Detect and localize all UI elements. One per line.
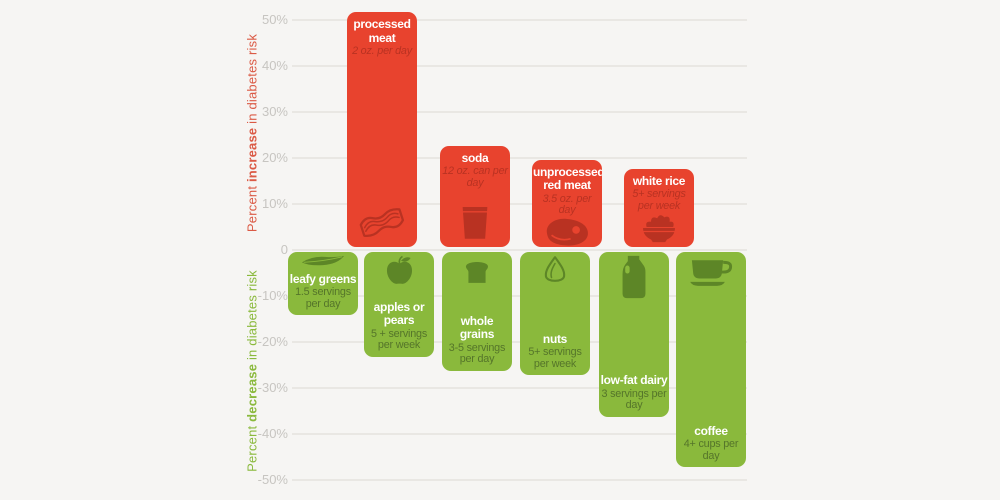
bar-label: processed meat bbox=[353, 17, 411, 45]
gridline bbox=[292, 65, 747, 67]
gridline bbox=[292, 203, 747, 205]
leaf-icon bbox=[301, 255, 345, 266]
bar-serving: 5+ servings per week bbox=[528, 346, 582, 370]
bar-coffee: coffee 4+ cups per day bbox=[676, 252, 746, 468]
y-axis-decrease-label-suffix: in diabetes risk bbox=[244, 270, 260, 364]
y-tick-label: 20% bbox=[261, 150, 288, 165]
y-tick-label: 0 bbox=[280, 242, 288, 257]
bar-label: whole grains bbox=[459, 313, 495, 342]
bar-serving: 2 oz. per day bbox=[352, 45, 412, 58]
gridline bbox=[292, 387, 747, 389]
bar-serving: 5+ servings per week bbox=[632, 188, 686, 212]
y-tick-label: 40% bbox=[261, 58, 288, 73]
bar-label: white rice bbox=[632, 173, 686, 188]
gridline bbox=[292, 341, 747, 343]
bar-label: unprocessed red meat bbox=[533, 164, 602, 193]
y-tick-label: -30% bbox=[257, 380, 288, 395]
apple-icon bbox=[384, 255, 415, 286]
bar-serving: 5 + servings per week bbox=[370, 327, 428, 352]
bar-unprocessed-red-meat: unprocessed red meat 3.5 oz. per day bbox=[532, 159, 602, 247]
coffee-cup-icon bbox=[689, 255, 733, 288]
bar-text: apples or pears 5 + servings per week bbox=[364, 299, 434, 352]
bar-label: nuts bbox=[542, 331, 568, 346]
bar-white-rice: white rice 5+ servings per week bbox=[624, 168, 694, 247]
bar-whole-grains: whole grains 3-5 servings per day bbox=[442, 252, 512, 371]
rice-bowl-icon bbox=[640, 212, 678, 243]
y-tick-label: -20% bbox=[257, 334, 288, 349]
steak-icon bbox=[544, 217, 590, 247]
gridline bbox=[292, 479, 747, 481]
bar-text: white rice 5+ servings per week bbox=[624, 173, 694, 213]
bar-apples-or-pears: apples or pears 5 + servings per week bbox=[364, 252, 434, 357]
bar-serving: 1.5 servings per day bbox=[295, 286, 351, 310]
bar-label: coffee bbox=[694, 423, 728, 438]
bar-serving: 12 oz. can per day bbox=[442, 165, 508, 189]
gridline bbox=[292, 249, 747, 251]
bar-text: unprocessed red meat 3.5 oz. per day bbox=[532, 164, 602, 217]
y-tick-label: 50% bbox=[261, 12, 288, 27]
milk-jug-icon bbox=[618, 255, 650, 299]
bar-serving: 4+ cups per day bbox=[683, 438, 739, 462]
gridline bbox=[292, 111, 747, 113]
almond-icon bbox=[541, 255, 569, 286]
bar-text: coffee 4+ cups per day bbox=[676, 423, 746, 463]
bar-serving: 3-5 servings per day bbox=[448, 341, 506, 366]
bar-text: soda 12 oz. can per day bbox=[440, 150, 510, 190]
bar-serving: 3.5 oz. per day bbox=[542, 192, 592, 217]
gridline bbox=[292, 19, 747, 21]
gridline bbox=[292, 295, 747, 297]
gridline bbox=[292, 157, 747, 159]
bar-label: leafy greens bbox=[289, 271, 357, 286]
soda-cup-icon bbox=[460, 204, 490, 240]
bar-text: leafy greens 1.5 servings per day bbox=[288, 271, 358, 311]
bar-label: apples or pears bbox=[373, 299, 425, 328]
bar-text: low-fat dairy 3 servings per day bbox=[599, 374, 669, 412]
bar-text: nuts 5+ servings per week bbox=[520, 331, 590, 371]
bar-low-fat-dairy: low-fat dairy 3 servings per day bbox=[599, 252, 669, 417]
y-tick-label: -50% bbox=[257, 472, 288, 487]
y-tick-label: -40% bbox=[257, 426, 288, 441]
bar-leafy-greens: leafy greens 1.5 servings per day bbox=[288, 252, 358, 316]
bar-label: soda bbox=[461, 150, 489, 165]
bar-label: low-fat dairy bbox=[600, 373, 668, 388]
y-tick-label: 10% bbox=[261, 196, 288, 211]
bar-text: whole grains 3-5 servings per day bbox=[442, 313, 512, 366]
bacon-icon bbox=[357, 206, 407, 240]
gridline bbox=[292, 433, 747, 435]
bar-serving: 3 servings per day bbox=[601, 387, 667, 412]
y-tick-label: -10% bbox=[257, 288, 288, 303]
bar-soda: soda 12 oz. can per day bbox=[440, 145, 510, 247]
bar-nuts: nuts 5+ servings per week bbox=[520, 252, 590, 376]
bar-text: processed meat 2 oz. per day bbox=[347, 18, 417, 58]
bar-processed-meat: processed meat 2 oz. per day bbox=[347, 12, 417, 247]
y-tick-label: 30% bbox=[261, 104, 288, 119]
bread-icon bbox=[462, 255, 492, 285]
